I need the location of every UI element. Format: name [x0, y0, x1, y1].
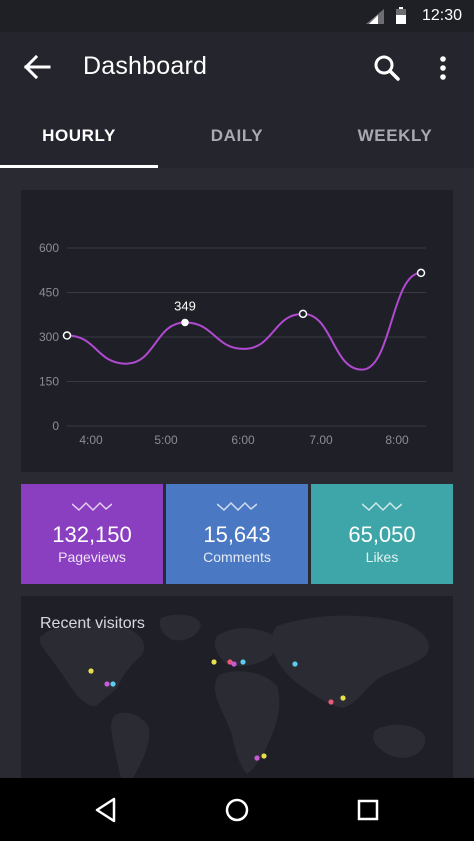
line-chart: 0 150 300 450 600 4:00 5:00 6:00 7.00 8:00 349 — [39, 241, 426, 447]
line-chart-card: 0 150 300 450 600 4:00 5:00 6:00 7.00 8:00 349 — [21, 190, 453, 472]
home-circle-icon[interactable] — [219, 792, 255, 828]
battery-icon — [396, 7, 406, 24]
y-tick-label: 450 — [39, 286, 59, 300]
y-tick-label: 150 — [39, 375, 59, 389]
visitor-dot — [254, 755, 260, 761]
y-tick-label: 600 — [39, 241, 59, 255]
australia-shape — [373, 724, 426, 758]
visitor-dot — [261, 753, 267, 759]
recent-visitors-card: Recent visitors — [21, 596, 453, 778]
visitor-dot — [227, 659, 233, 665]
data-point[interactable] — [416, 268, 426, 278]
signal-icon — [366, 9, 384, 24]
arrow-back-icon[interactable] — [18, 51, 54, 83]
x-tick-label: 7.00 — [309, 433, 333, 447]
y-tick-label: 300 — [39, 330, 59, 344]
tab-bar: HOURLY DAILY WEEKLY — [0, 102, 474, 168]
stat-card-comments[interactable]: 15,643 Comments — [166, 484, 308, 584]
africa-shape — [215, 671, 280, 774]
wave-icon — [72, 501, 112, 512]
search-icon[interactable] — [371, 52, 403, 84]
visitor-dot — [104, 681, 110, 687]
tab-indicator — [0, 165, 158, 168]
data-label: 349 — [174, 298, 196, 313]
page-title: Dashboard — [83, 52, 208, 80]
map-title: Recent visitors — [40, 615, 145, 632]
stat-label: Comments — [203, 549, 271, 565]
status-time: 12:30 — [421, 7, 462, 24]
more-vert-icon[interactable] — [432, 52, 454, 84]
europe-shape — [214, 628, 277, 667]
stat-card-likes[interactable]: 65,050 Likes — [311, 484, 453, 584]
visitor-dot — [211, 659, 217, 665]
stat-card-pageviews[interactable]: 132,150 Pageviews — [21, 484, 163, 584]
dashboard-content: 0 150 300 450 600 4:00 5:00 6:00 7.00 8:00 349 1… — [0, 168, 474, 778]
system-nav-bar — [0, 778, 474, 841]
wave-icon — [362, 501, 402, 512]
stat-value: 15,643 — [203, 522, 271, 547]
recents-square-icon[interactable] — [350, 792, 386, 828]
greenland-shape — [159, 614, 201, 641]
stat-label: Pageviews — [58, 549, 126, 565]
world-map — [39, 614, 429, 778]
visitor-dot — [110, 681, 116, 687]
data-point[interactable] — [62, 331, 72, 340]
asia-shape — [271, 615, 429, 708]
visitor-dot — [88, 668, 94, 674]
x-tick-label: 4:00 — [79, 433, 103, 447]
tab-weekly[interactable]: WEEKLY — [357, 126, 433, 145]
south-america-shape — [111, 712, 150, 778]
stats-row: 132,150 Pageviews 15,643 Comments 65,050… — [21, 484, 453, 584]
visitor-dot — [328, 699, 334, 705]
stat-value: 132,150 — [52, 522, 132, 547]
status-bar: 12:30 — [0, 0, 474, 32]
y-tick-label: 0 — [52, 419, 59, 433]
wave-icon — [217, 501, 257, 512]
x-tick-label: 6:00 — [231, 433, 255, 447]
stat-label: Likes — [365, 549, 399, 565]
north-america-shape — [39, 621, 145, 707]
back-triangle-icon[interactable] — [88, 792, 124, 828]
visitor-dot — [231, 661, 237, 667]
stat-value: 65,050 — [348, 522, 416, 547]
visitor-dot — [292, 661, 298, 667]
tab-daily[interactable]: DAILY — [210, 126, 264, 145]
data-point[interactable] — [298, 309, 308, 319]
tab-hourly[interactable]: HOURLY — [42, 126, 116, 145]
x-tick-label: 5:00 — [154, 433, 178, 447]
app-bar: Dashboard — [0, 32, 474, 102]
data-point[interactable] — [181, 318, 189, 327]
series-line — [66, 271, 422, 371]
x-tick-label: 8:00 — [385, 433, 409, 447]
visitor-dot — [240, 659, 246, 665]
visitor-dot — [340, 695, 346, 701]
